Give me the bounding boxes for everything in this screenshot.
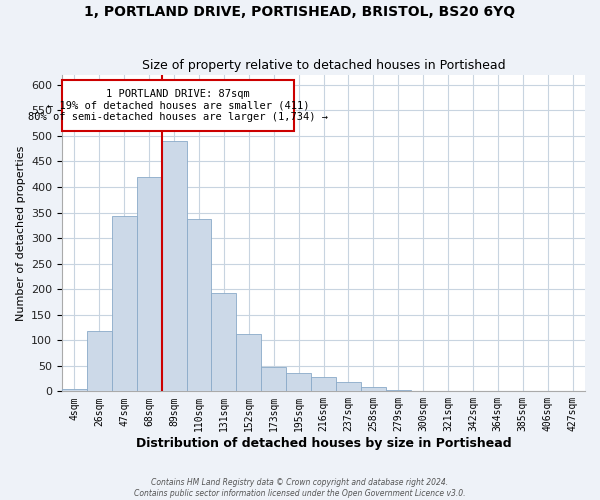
Bar [137, 176, 161, 392]
Bar [187, 219, 211, 392]
Bar [236, 334, 261, 392]
Title: Size of property relative to detached houses in Portishead: Size of property relative to detached ho… [142, 59, 505, 72]
Bar [311, 377, 336, 392]
Bar [211, 292, 236, 392]
Bar [286, 374, 311, 392]
Text: Contains HM Land Registry data © Crown copyright and database right 2024.
Contai: Contains HM Land Registry data © Crown c… [134, 478, 466, 498]
Bar [361, 386, 386, 392]
Bar [112, 216, 137, 392]
FancyBboxPatch shape [62, 80, 293, 131]
Bar [336, 382, 361, 392]
Text: 1, PORTLAND DRIVE, PORTISHEAD, BRISTOL, BS20 6YQ: 1, PORTLAND DRIVE, PORTISHEAD, BRISTOL, … [85, 5, 515, 19]
Bar [87, 331, 112, 392]
Text: 1 PORTLAND DRIVE: 87sqm
← 19% of detached houses are smaller (411)
80% of semi-d: 1 PORTLAND DRIVE: 87sqm ← 19% of detache… [28, 88, 328, 122]
Bar [386, 390, 410, 392]
Bar [410, 391, 436, 392]
X-axis label: Distribution of detached houses by size in Portishead: Distribution of detached houses by size … [136, 437, 511, 450]
Bar [62, 389, 87, 392]
Bar [436, 391, 460, 392]
Y-axis label: Number of detached properties: Number of detached properties [16, 146, 26, 320]
Bar [161, 141, 187, 392]
Bar [261, 368, 286, 392]
